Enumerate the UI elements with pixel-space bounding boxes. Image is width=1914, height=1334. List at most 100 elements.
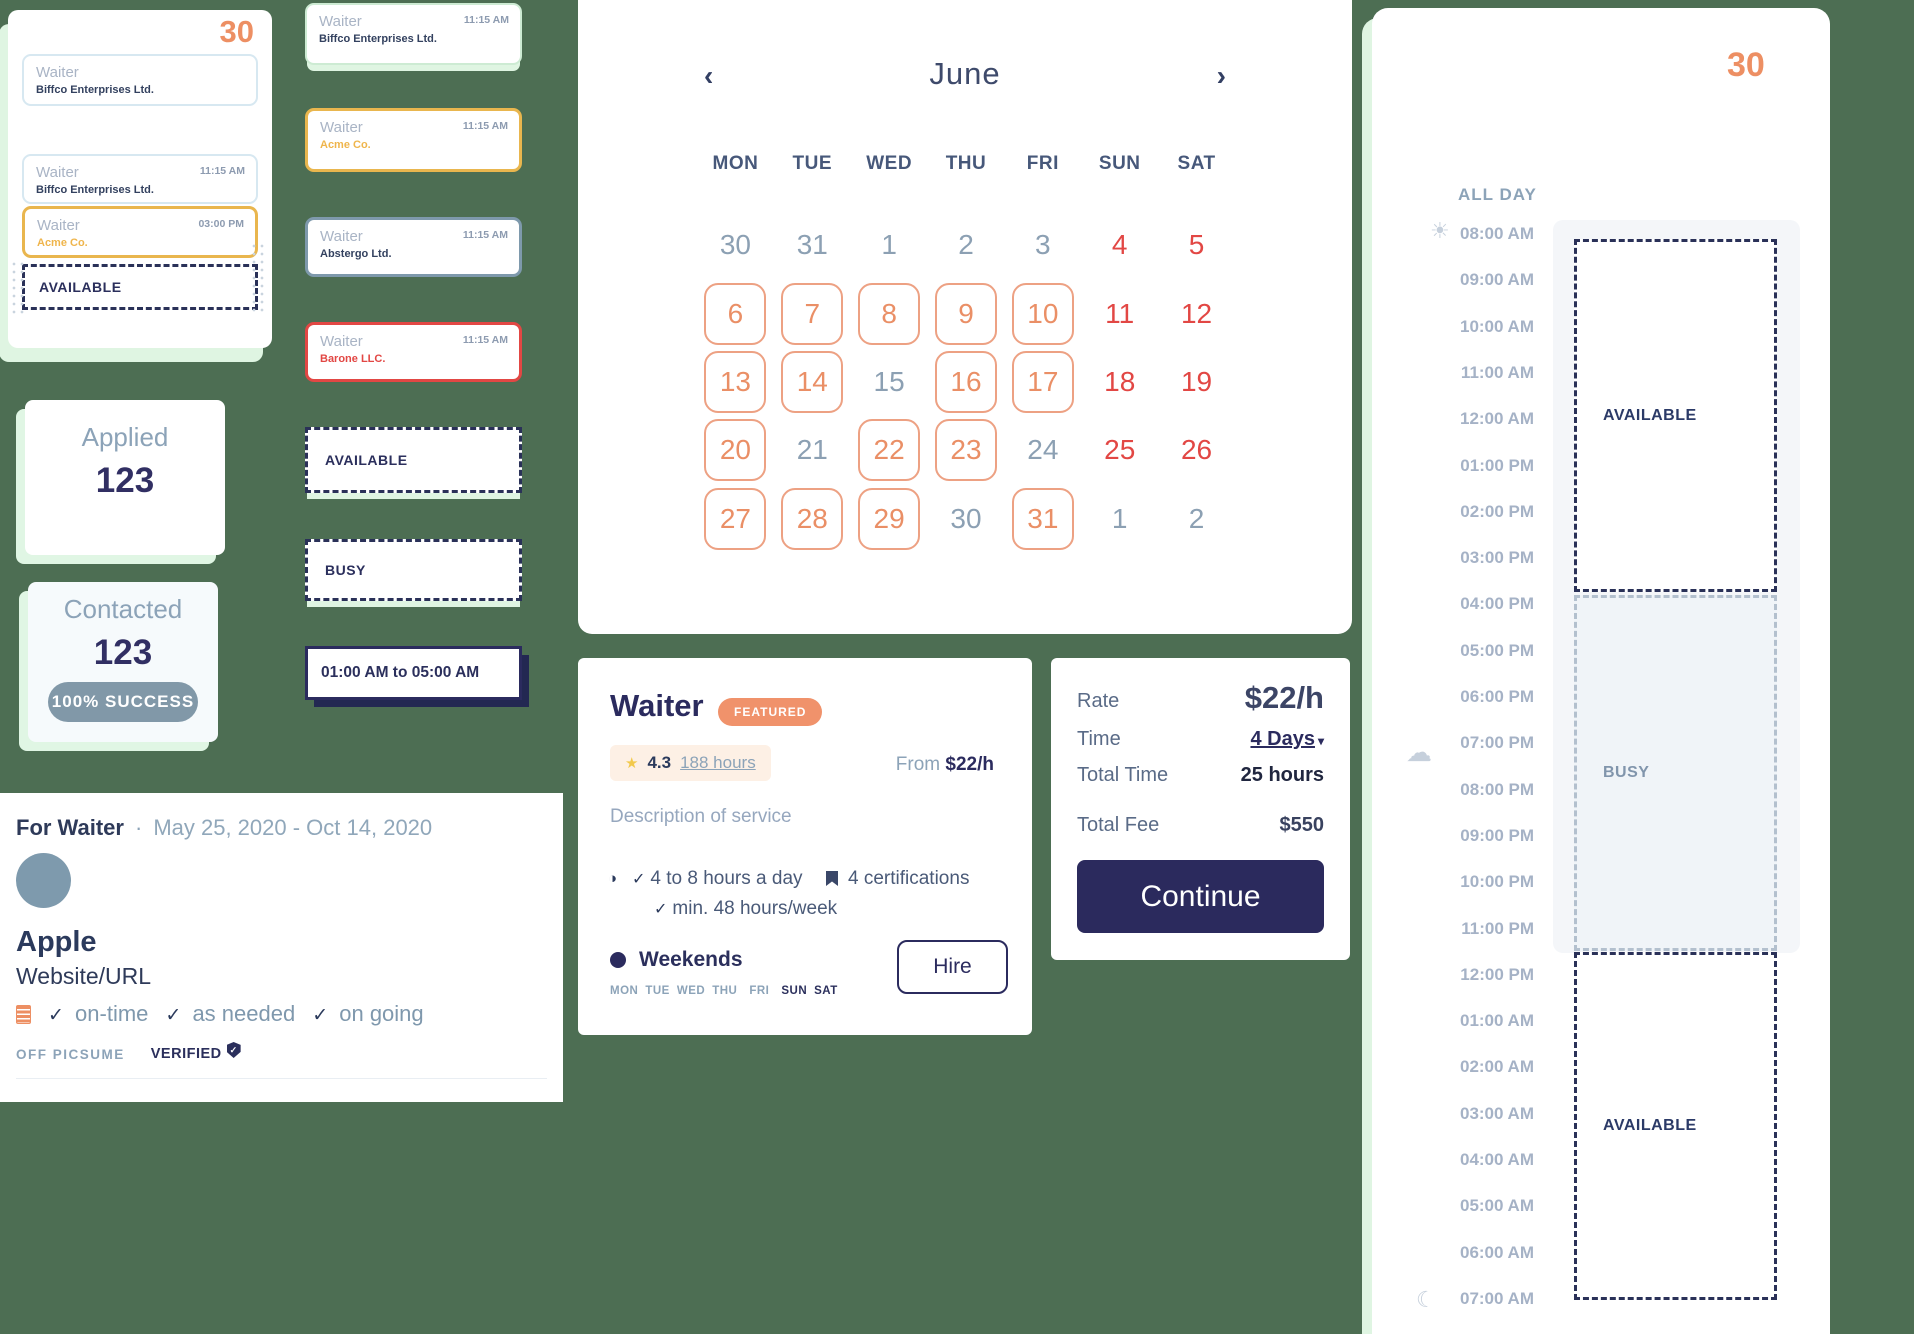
calendar-day-name: TUE: [792, 153, 833, 174]
notification-title: Waiter: [36, 64, 79, 81]
time-label: 05:00 PM: [1460, 640, 1534, 660]
calendar-day-name: THU: [945, 153, 987, 174]
notification-card[interactable]: Waiter 11:15 AM Biffco Enterprises Ltd.: [305, 3, 522, 65]
notification-card[interactable]: Waiter 11:15 AM Biffco Enterprises Ltd.: [22, 154, 258, 204]
from-price-value: $22/h: [945, 754, 994, 775]
calendar-day[interactable]: 6: [704, 282, 767, 345]
time-dropdown[interactable]: 4 Days ▾: [1250, 728, 1324, 751]
weekday-label: SAT: [814, 985, 838, 997]
calendar-prev-icon[interactable]: ‹: [704, 60, 714, 91]
rating-hours-link[interactable]: 188 hours: [680, 753, 756, 772]
calendar-day[interactable]: 11: [1105, 297, 1135, 329]
calendar-day[interactable]: 4: [1111, 229, 1128, 261]
time-label: 07:00 AM: [1459, 1288, 1534, 1308]
calendar-day[interactable]: 2: [1188, 502, 1205, 534]
schedule-block-available[interactable]: AVAILABLE: [1574, 952, 1777, 1300]
schedule-block-available[interactable]: AVAILABLE: [1574, 239, 1777, 592]
availability-label: AVAILABLE: [39, 279, 122, 295]
calendar-day[interactable]: 9: [934, 282, 997, 345]
time-label: 09:00 PM: [1460, 825, 1534, 845]
calendar-day-name: WED: [866, 153, 913, 174]
calendar-day[interactable]: 14: [781, 350, 844, 413]
calendar-day[interactable]: 25: [1104, 434, 1136, 466]
calendar-day[interactable]: 8: [858, 282, 921, 345]
stat-label: Applied: [81, 422, 169, 452]
calendar-day[interactable]: 27: [704, 487, 767, 550]
hire-button[interactable]: Hire: [897, 940, 1008, 994]
time-label: 08:00 PM: [1460, 779, 1534, 799]
calendar-day[interactable]: 26: [1180, 434, 1213, 466]
time-label: 05:00 AM: [1459, 1196, 1534, 1216]
calendar-day[interactable]: 21: [796, 434, 828, 466]
calendar-day[interactable]: 31: [1011, 487, 1074, 550]
calendar-day[interactable]: 31: [796, 229, 828, 261]
availability-label: AVAILABLE: [325, 452, 408, 468]
calendar-day[interactable]: 13: [704, 350, 767, 413]
notification-company: Abstergo Ltd.: [320, 248, 392, 260]
profile-for-label: For Waiter: [16, 815, 124, 840]
moon-icon: ☾: [1416, 1286, 1436, 1312]
notification-card[interactable]: Waiter 03:00 PM Acme Co.: [22, 206, 258, 258]
calendar-day[interactable]: 2: [958, 229, 974, 261]
notification-card[interactable]: Waiter Biffco Enterprises Ltd.: [22, 54, 258, 106]
calendar-day[interactable]: 29: [858, 487, 921, 550]
notification-title: Waiter: [37, 217, 80, 234]
calendar-day[interactable]: 16: [934, 350, 997, 413]
availability-slot[interactable]: AVAILABLE: [305, 427, 522, 493]
calendar-day[interactable]: 7: [781, 282, 844, 345]
star-icon: ★: [625, 755, 639, 772]
schedule-block-label: AVAILABLE: [1603, 1117, 1697, 1134]
calendar-day[interactable]: 24: [1027, 434, 1059, 466]
busy-slot[interactable]: BUSY: [305, 539, 522, 601]
calendar-day[interactable]: 30: [950, 502, 982, 534]
calendar-day[interactable]: 18: [1104, 365, 1136, 397]
availability-slot[interactable]: AVAILABLE: [22, 264, 258, 310]
calendar-day[interactable]: 19: [1180, 365, 1213, 397]
bullet-icon: [610, 952, 626, 968]
calendar-day[interactable]: 1: [1111, 502, 1128, 534]
notification-company: Barone LLC.: [320, 353, 386, 365]
profile-date-range: May 25, 2020 - Oct 14, 2020: [153, 815, 433, 840]
schedule-block-busy[interactable]: BUSY: [1574, 595, 1777, 951]
calendar-day[interactable]: 3: [1035, 229, 1051, 261]
calendar-day[interactable]: 23: [934, 419, 997, 482]
profile-attribute: ✓ on going: [312, 1001, 424, 1026]
total-time-label: Total Time: [1077, 764, 1169, 786]
time-label: 01:00 PM: [1460, 455, 1534, 475]
notification-card[interactable]: Waiter 11:15 AM Barone LLC.: [305, 322, 522, 382]
profile-website-link[interactable]: Website/URL: [16, 963, 152, 989]
calendar-day[interactable]: 30: [719, 229, 751, 261]
calendar-day[interactable]: 5: [1188, 229, 1205, 261]
notification-time: 11:15 AM: [463, 14, 509, 26]
weekday-label: THU: [712, 985, 738, 997]
notification-card[interactable]: Waiter 11:15 AM Acme Co.: [305, 108, 522, 172]
time-label: 07:00 PM: [1460, 733, 1534, 753]
continue-button[interactable]: Continue: [1077, 860, 1324, 933]
calendar-month-title: June: [929, 56, 1001, 91]
time-range-slot[interactable]: 01:00 AM to 05:00 AM: [305, 646, 522, 700]
notification-company: Biffco Enterprises Ltd.: [319, 33, 437, 45]
document-icon: [16, 1004, 31, 1024]
featured-badge: FEATURED: [718, 698, 823, 726]
stat-value: 123: [93, 633, 153, 672]
calendar-day[interactable]: 28: [781, 487, 844, 550]
time-label: 02:00 AM: [1459, 1057, 1534, 1077]
calendar-day[interactable]: 10: [1011, 282, 1074, 345]
calendar-day[interactable]: 12: [1180, 297, 1213, 329]
calendar-day[interactable]: 20: [704, 419, 767, 482]
bookmark-icon: [826, 871, 838, 886]
calendar-day[interactable]: 15: [873, 365, 905, 397]
check-icon: ✓: [654, 901, 668, 918]
calendar-day[interactable]: 1: [881, 229, 897, 261]
notification-card[interactable]: Waiter 11:15 AM Abstergo Ltd.: [305, 217, 522, 277]
time-dropdown-value: 4 Days: [1250, 728, 1315, 750]
notification-title: Waiter: [319, 13, 362, 30]
notification-time: 03:00 PM: [198, 218, 244, 230]
success-badge: 100% SUCCESS: [48, 682, 198, 722]
time-label: 12:00 AM: [1459, 409, 1534, 429]
calendar-day[interactable]: 22: [858, 419, 921, 482]
calendar-grid: 30 31 1 2 3 4 5 6 7 8 9 10 11 12 13 14 15 16 17 18 19 20 21 22 2…: [697, 211, 1235, 553]
calendar-next-icon[interactable]: ›: [1216, 60, 1226, 91]
avatar: [16, 853, 71, 908]
calendar-day[interactable]: 17: [1011, 350, 1074, 413]
